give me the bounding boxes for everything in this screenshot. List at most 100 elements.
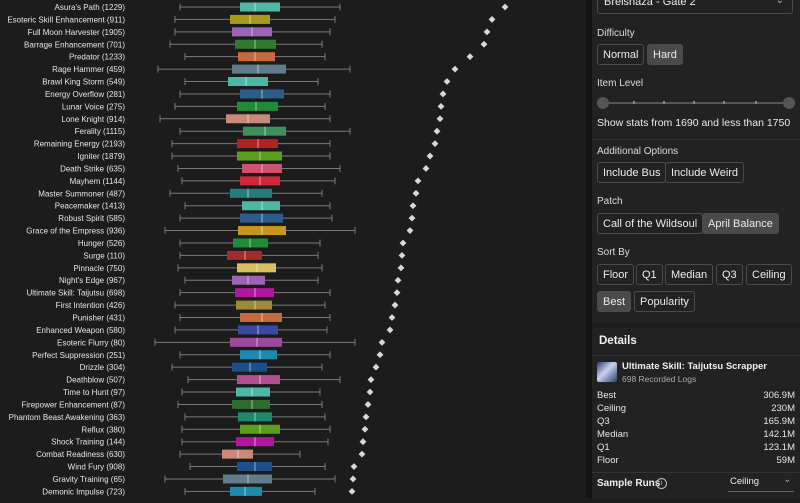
stat-value: 142.1M bbox=[763, 429, 795, 440]
best-marker bbox=[433, 127, 441, 135]
stat-value: 306.9M bbox=[763, 390, 795, 401]
row-label: Time to Hunt (97) bbox=[63, 388, 125, 397]
best-marker bbox=[483, 28, 491, 36]
best-marker bbox=[451, 65, 459, 73]
row-label: Ultimate Skill: Taijutsu (698) bbox=[26, 289, 125, 298]
filter-panel: Brelshaza - Gate 2 ⌄ Difficulty Normal H… bbox=[592, 0, 800, 322]
row-label: Barrage Enhancement (701) bbox=[24, 40, 125, 49]
include-bus-button[interactable]: Include Bus bbox=[597, 162, 667, 183]
details-panel: Details Ultimate Skill: Taijutsu Scrappe… bbox=[592, 328, 800, 498]
iqr-box bbox=[240, 2, 280, 12]
sort-q1-button[interactable]: Q1 bbox=[636, 264, 663, 285]
row-label: Grace of the Empress (936) bbox=[26, 227, 125, 236]
stat-row-best: Best 306.9M bbox=[597, 390, 795, 401]
best-marker bbox=[348, 487, 356, 495]
sort-median-button[interactable]: Median bbox=[665, 264, 714, 285]
best-marker bbox=[414, 177, 422, 185]
slider-tick bbox=[755, 101, 757, 104]
patch-call-of-the-wildsoul-button[interactable]: Call of the Wildsoul bbox=[597, 213, 704, 234]
stat-label: Q3 bbox=[597, 416, 610, 427]
row-label: Surge (110) bbox=[83, 251, 125, 260]
raid-select[interactable]: Brelshaza - Gate 2 ⌄ bbox=[597, 0, 793, 14]
row-label: Perfect Suppression (251) bbox=[32, 351, 125, 360]
patch-label: Patch bbox=[597, 196, 623, 207]
include-weird-button[interactable]: Include Weird bbox=[665, 162, 745, 183]
row-label: Full Moon Harvester (1905) bbox=[28, 28, 126, 37]
best-marker bbox=[431, 140, 439, 148]
best-marker bbox=[350, 463, 358, 470]
best-marker bbox=[409, 202, 417, 210]
stat-value: 59M bbox=[776, 455, 795, 466]
row-label: Night's Edge (967) bbox=[59, 276, 125, 285]
sort-ceiling-button[interactable]: Ceiling bbox=[746, 264, 792, 285]
best-marker bbox=[466, 53, 474, 61]
best-marker bbox=[437, 102, 445, 110]
sample-runs-value: Ceiling bbox=[730, 476, 760, 487]
row-label: Lone Knight (914) bbox=[61, 115, 125, 124]
row-label: Igniter (1879) bbox=[77, 152, 125, 161]
row-label: Firepower Enhancement (87) bbox=[21, 400, 125, 409]
stat-value: 123.1M bbox=[763, 442, 795, 453]
best-marker bbox=[422, 165, 430, 172]
row-label: Pinnacle (750) bbox=[73, 264, 125, 273]
patch-april-balance-button[interactable]: April Balance bbox=[702, 213, 779, 234]
row-label: Brawl King Storm (549) bbox=[42, 78, 125, 87]
slider-handle-min[interactable] bbox=[597, 97, 609, 109]
best-marker bbox=[426, 152, 434, 160]
iqr-box bbox=[237, 375, 280, 385]
slider-handle-max[interactable] bbox=[783, 97, 795, 109]
sort-q3-button[interactable]: Q3 bbox=[716, 264, 743, 285]
best-marker bbox=[394, 276, 402, 284]
slider-tick bbox=[693, 101, 695, 104]
box-plot-chart: Asura's Path (1229) Esoteric Skill Enhanc… bbox=[7, 2, 509, 497]
iqr-box bbox=[230, 337, 282, 347]
row-label: Death Strike (635) bbox=[60, 164, 125, 173]
row-label: Gravity Training (65) bbox=[53, 475, 126, 484]
row-label: Rage Hammer (459) bbox=[52, 65, 125, 74]
difficulty-normal-button[interactable]: Normal bbox=[597, 44, 645, 65]
best-marker bbox=[386, 326, 394, 334]
slider-tick bbox=[663, 101, 665, 104]
best-marker bbox=[436, 115, 444, 123]
sample-runs-select[interactable]: Ceiling ⌄ bbox=[728, 474, 794, 492]
stat-label: Median bbox=[597, 429, 629, 440]
row-label: Peacemaker (1413) bbox=[55, 202, 126, 211]
sort-best-button[interactable]: Best bbox=[597, 291, 632, 312]
best-marker bbox=[364, 401, 372, 408]
stat-row-floor: Floor 59M bbox=[597, 455, 795, 466]
best-marker bbox=[393, 289, 401, 297]
row-label: Asura's Path (1229) bbox=[55, 3, 126, 12]
best-marker bbox=[388, 314, 396, 321]
stat-label: Ceiling bbox=[597, 403, 627, 414]
stat-row-median: Median 142.1M bbox=[597, 429, 795, 440]
iqr-box bbox=[240, 313, 282, 322]
section-divider bbox=[592, 139, 800, 140]
best-marker bbox=[406, 227, 414, 234]
stat-label: Floor bbox=[597, 455, 619, 466]
slider-track bbox=[601, 102, 791, 104]
stat-label: Q1 bbox=[597, 442, 610, 453]
panel-divider bbox=[586, 0, 592, 498]
iqr-box bbox=[240, 350, 277, 360]
iqr-box bbox=[230, 188, 272, 198]
difficulty-hard-button[interactable]: Hard bbox=[647, 44, 683, 65]
row-label: Master Summoner (487) bbox=[38, 189, 125, 198]
iqr-box bbox=[242, 201, 280, 211]
row-label: Punisher (431) bbox=[73, 314, 126, 323]
item-level-range-slider[interactable] bbox=[597, 96, 795, 110]
details-title: Details bbox=[599, 335, 637, 347]
row-label: Enhanced Weapon (580) bbox=[36, 326, 125, 335]
iqr-box bbox=[232, 399, 270, 409]
iqr-box bbox=[236, 300, 272, 310]
row-label: Mayhem (1144) bbox=[70, 177, 126, 186]
best-marker bbox=[397, 264, 405, 272]
sort-floor-button[interactable]: Floor bbox=[597, 264, 635, 285]
best-marker bbox=[408, 214, 416, 222]
sort-popularity-button[interactable]: Popularity bbox=[634, 291, 695, 312]
best-marker bbox=[376, 351, 384, 359]
best-marker bbox=[366, 388, 374, 396]
row-label: Drizzle (304) bbox=[80, 363, 126, 372]
row-label: Ferality (1115) bbox=[75, 127, 126, 136]
box-plot-svg: Asura's Path (1229) Esoteric Skill Enhanc… bbox=[7, 2, 509, 496]
info-icon[interactable]: i bbox=[656, 478, 667, 489]
